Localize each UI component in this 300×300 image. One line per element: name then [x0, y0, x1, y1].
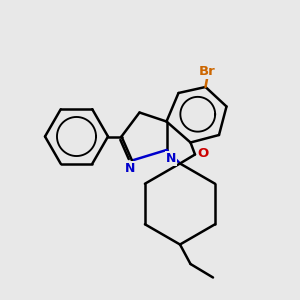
- Text: N: N: [166, 152, 176, 165]
- Text: N: N: [124, 162, 135, 176]
- Text: O: O: [198, 146, 209, 160]
- Text: Br: Br: [199, 65, 215, 78]
